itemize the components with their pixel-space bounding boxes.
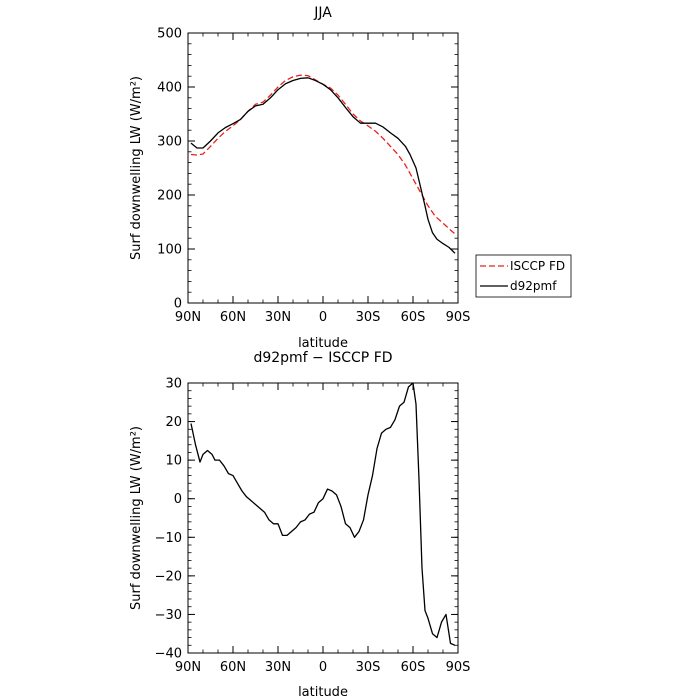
bottom-chart-x-tick-label: 90N: [175, 660, 201, 675]
top-chart-x-tick-label: 90S: [446, 310, 471, 325]
bottom-chart-y-axis-label: Surf downwelling LW (W/m²): [129, 426, 144, 610]
bottom-chart-title: d92pmf − ISCCP FD: [253, 350, 392, 366]
top-chart-panel: JJA 0 100 200 300 400 500 90N 60N 30N 0 30S 60S 90S…: [129, 5, 470, 351]
bottom-chart-x-tick-label: 90S: [446, 660, 471, 675]
top-chart-y-axis: 0 100 200 300 400 500: [157, 27, 458, 312]
bottom-chart-y-tick-label: −30: [155, 608, 182, 623]
top-chart-x-tick-label: 0: [319, 310, 327, 325]
bottom-chart-x-tick-label: 30S: [356, 660, 381, 675]
bottom-chart-y-tick-label: 0: [174, 492, 182, 507]
top-chart-y-tick-label: 100: [157, 243, 182, 258]
top-chart-y-tick-label: 400: [157, 81, 182, 96]
bottom-chart-y-tick-label: 10: [165, 454, 182, 469]
bottom-chart-y-tick-label: −10: [155, 531, 182, 546]
legend-label-isccp-fd: ISCCP FD: [510, 259, 565, 273]
bottom-chart-x-tick-label: 30N: [265, 660, 291, 675]
top-chart-plot-area: [190, 74, 456, 254]
top-chart-x-tick-label: 30S: [356, 310, 381, 325]
bottom-chart-x-axis: 90N 60N 30N 0 30S 60S 90S: [175, 383, 471, 675]
top-chart-title: JJA: [313, 5, 332, 21]
top-chart-series-line-isccp-fd: [190, 74, 456, 235]
top-chart-x-tick-label: 60S: [401, 310, 426, 325]
bottom-chart-y-tick-label: −20: [155, 569, 182, 584]
top-chart-y-tick-label: 0: [174, 297, 182, 312]
top-chart-series-line-d92pmf: [190, 77, 456, 254]
bottom-chart-panel: d92pmf − ISCCP FD −40 −30 −20 −10 0 10 20 30 90…: [129, 350, 470, 700]
bottom-chart-plot-area: [190, 382, 456, 646]
top-chart-frame: [187, 32, 459, 304]
bottom-chart-y-tick-label: −40: [155, 647, 182, 662]
legend-label-d92pmf: d92pmf: [510, 279, 557, 293]
bottom-chart-x-tick-label: 60N: [220, 660, 246, 675]
top-chart-legend: ISCCP FD d92pmf: [475, 254, 572, 298]
legend-box: [475, 254, 572, 298]
top-chart-x-axis-label: latitude: [298, 336, 348, 351]
bottom-chart-y-axis: −40 −30 −20 −10 0 10 20 30: [155, 377, 458, 662]
bottom-chart-x-tick-label: 0: [319, 660, 327, 675]
top-chart-x-axis: 90N 60N 30N 0 30S 60S 90S: [175, 33, 471, 325]
top-chart-y-axis-label: Surf downwelling LW (W/m²): [129, 76, 144, 260]
bottom-chart-y-tick-label: 30: [165, 377, 182, 392]
top-chart-x-tick-label: 60N: [220, 310, 246, 325]
bottom-chart-frame: [187, 382, 459, 654]
top-chart-y-tick-label: 300: [157, 135, 182, 150]
top-chart-x-tick-label: 90N: [175, 310, 201, 325]
bottom-chart-y-tick-label: 20: [165, 415, 182, 430]
top-chart-x-tick-label: 30N: [265, 310, 291, 325]
top-chart-y-tick-label: 500: [157, 27, 182, 42]
bottom-chart-x-tick-label: 60S: [401, 660, 426, 675]
bottom-chart-x-axis-label: latitude: [298, 685, 348, 700]
top-chart-y-tick-label: 200: [157, 189, 182, 204]
bottom-chart-series-line-0: [190, 382, 456, 646]
